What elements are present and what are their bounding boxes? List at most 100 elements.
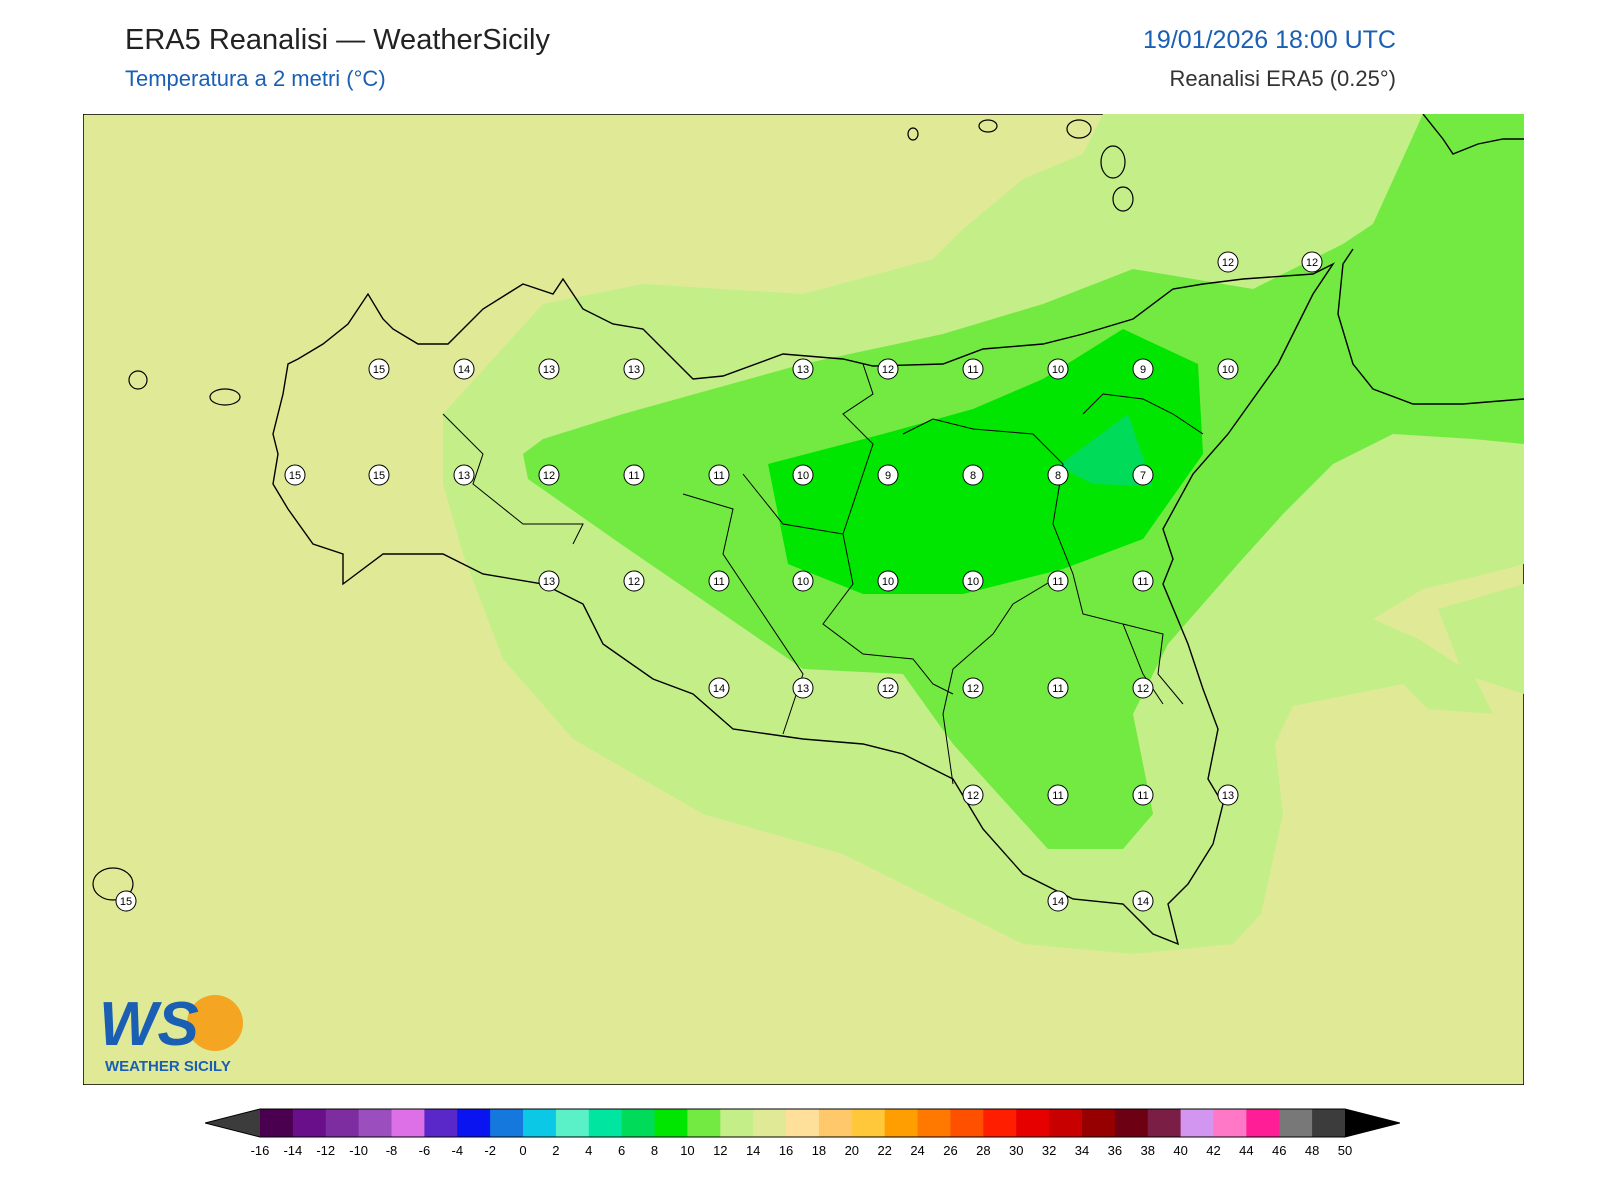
- colorbar-tick-label: 2: [552, 1143, 559, 1158]
- station-value-label: 10: [1047, 358, 1069, 380]
- colorbar-tick-label: 24: [910, 1143, 924, 1158]
- svg-text:15: 15: [373, 364, 385, 376]
- svg-text:8: 8: [1055, 470, 1061, 482]
- colorbar-swatch: [1180, 1109, 1214, 1137]
- svg-text:11: 11: [967, 364, 978, 376]
- svg-text:12: 12: [967, 790, 979, 802]
- station-value-label: 14: [453, 358, 475, 380]
- colorbar-tick-label: 6: [618, 1143, 625, 1158]
- svg-text:13: 13: [458, 470, 470, 482]
- temperature-colorbar: -16 -14 -12 -10 -8 -6 -4 -2 0 2 4 6 8 10 12 14 16 18 20 22 2…: [205, 1108, 1400, 1158]
- svg-text:11: 11: [713, 470, 724, 482]
- colorbar-tick-label: 34: [1075, 1143, 1089, 1158]
- colorbar-swatch: [884, 1109, 919, 1137]
- colorbar-under-arrow: [205, 1109, 260, 1137]
- colorbar-swatch: [588, 1109, 623, 1137]
- svg-text:8: 8: [970, 470, 976, 482]
- colorbar-tick-label: 22: [877, 1143, 891, 1158]
- svg-text:13: 13: [1222, 790, 1234, 802]
- svg-text:11: 11: [1052, 683, 1063, 695]
- station-value-label: 11: [1132, 784, 1154, 806]
- colorbar-tick-label: 8: [651, 1143, 658, 1158]
- colorbar-tick-label: -12: [316, 1143, 335, 1158]
- valid-datetime: 19/01/2026 18:00 UTC: [1143, 26, 1396, 54]
- station-value-label: 15: [115, 890, 137, 912]
- colorbar-swatch: [358, 1109, 393, 1137]
- station-value-label: 10: [792, 464, 814, 486]
- colorbar-swatch: [950, 1109, 984, 1137]
- colorbar-tick-label: -8: [386, 1143, 398, 1158]
- colorbar-tick-label: 40: [1173, 1143, 1187, 1158]
- station-value-label: 11: [1047, 677, 1069, 699]
- svg-text:13: 13: [543, 364, 555, 376]
- colorbar-tick-label: 46: [1272, 1143, 1286, 1158]
- svg-text:11: 11: [1137, 576, 1148, 588]
- map-title: ERA5 Reanalisi — WeatherSicily: [125, 24, 550, 56]
- colorbar-tick-label: 4: [585, 1143, 592, 1158]
- station-value-label: 14: [1047, 890, 1069, 912]
- station-value-label: 13: [453, 464, 475, 486]
- svg-text:10: 10: [967, 576, 979, 588]
- svg-text:12: 12: [967, 683, 979, 695]
- station-value-label: 15: [284, 464, 306, 486]
- svg-text:11: 11: [1137, 790, 1148, 802]
- island-pantelleria: [92, 867, 134, 901]
- svg-text:10: 10: [1222, 364, 1234, 376]
- colorbar-swatch: [1279, 1109, 1313, 1137]
- svg-text:12: 12: [882, 364, 894, 376]
- colorbar-swatch: [1246, 1109, 1280, 1137]
- svg-text:14: 14: [1052, 896, 1064, 908]
- station-value-label: 12: [1132, 677, 1154, 699]
- svg-text:13: 13: [543, 576, 555, 588]
- colorbar-tick-label: -14: [283, 1143, 302, 1158]
- colorbar-swatch: [851, 1109, 886, 1137]
- colorbar-swatch: [753, 1109, 787, 1137]
- station-value-label: 15: [368, 464, 390, 486]
- station-value-label: 13: [792, 677, 814, 699]
- colorbar-swatch: [457, 1109, 491, 1137]
- island-vulcano: [1100, 145, 1126, 179]
- station-value-label: 12: [962, 784, 984, 806]
- station-value-label: 8: [962, 464, 984, 486]
- station-value-label: 14: [708, 677, 730, 699]
- station-value-label: 11: [708, 464, 730, 486]
- data-source: Reanalisi ERA5 (0.25°): [1169, 66, 1396, 91]
- colorbar-tick-label: 10: [680, 1143, 694, 1158]
- station-value-label: 7: [1132, 464, 1154, 486]
- colorbar-swatch: [391, 1109, 425, 1137]
- colorbar-tick-label: 32: [1042, 1143, 1056, 1158]
- colorbar-tick-label: 12: [713, 1143, 727, 1158]
- colorbar-tick-label: -16: [251, 1143, 270, 1158]
- weathersicily-logo: WS WEATHER SICILY: [99, 990, 243, 1075]
- svg-text:15: 15: [373, 470, 385, 482]
- colorbar-tick-label: 48: [1305, 1143, 1319, 1158]
- svg-text:13: 13: [628, 364, 640, 376]
- island-salina: [1112, 186, 1134, 212]
- field-10-east: [1473, 234, 1508, 344]
- station-value-label: 13: [1217, 784, 1239, 806]
- svg-text:11: 11: [1052, 790, 1063, 802]
- colorbar-swatch: [1049, 1109, 1083, 1137]
- station-value-label: 12: [623, 570, 645, 592]
- station-value-label: 11: [623, 464, 645, 486]
- station-value-label: 10: [792, 570, 814, 592]
- colorbar-swatch: [687, 1109, 721, 1137]
- colorbar-swatch: [818, 1109, 853, 1137]
- island-stromboli: [907, 127, 919, 141]
- station-value-label: 11: [962, 358, 984, 380]
- colorbar-tick-label: 16: [779, 1143, 793, 1158]
- svg-text:9: 9: [885, 470, 891, 482]
- station-value-label: 14: [1132, 890, 1154, 912]
- svg-text:13: 13: [797, 364, 809, 376]
- svg-text:10: 10: [882, 576, 894, 588]
- colorbar-tick-label: 18: [812, 1143, 826, 1158]
- colorbar-swatch: [1312, 1109, 1346, 1137]
- field-8: [1058, 414, 1153, 486]
- svg-text:11: 11: [713, 576, 724, 588]
- colorbar-tick-label: -6: [419, 1143, 431, 1158]
- island-favignana: [209, 388, 241, 406]
- station-value-label: 13: [792, 358, 814, 380]
- field-10: [768, 329, 1203, 594]
- island-marettimo: [128, 370, 148, 390]
- colorbar-over-arrow: [1345, 1109, 1400, 1137]
